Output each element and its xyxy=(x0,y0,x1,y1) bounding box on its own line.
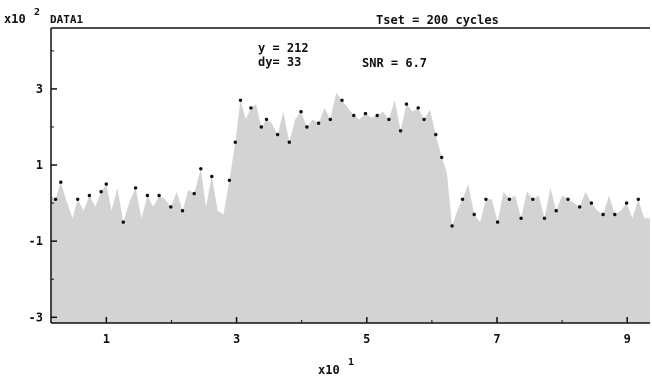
snr-readout: SNR = 6.7 xyxy=(362,56,427,70)
data-point xyxy=(422,117,426,122)
series-layer xyxy=(51,92,650,323)
data-point xyxy=(87,193,92,198)
x-tick-label: 3 xyxy=(233,332,240,346)
dy-readout: dy= 33 xyxy=(258,55,301,69)
x-multiplier-base: x10 xyxy=(318,363,340,377)
data-point xyxy=(416,106,420,110)
data-point xyxy=(554,209,558,213)
data-point xyxy=(566,197,570,201)
data-point xyxy=(299,110,303,114)
data-point xyxy=(99,190,103,194)
data-point xyxy=(328,117,332,122)
data-point xyxy=(589,201,594,205)
data-point xyxy=(484,197,488,201)
series-group xyxy=(51,92,650,323)
x-multiplier-exp: 1 xyxy=(348,357,354,368)
y-tick-label: -3 xyxy=(29,310,43,324)
data-point xyxy=(460,197,465,201)
data-point xyxy=(531,197,535,201)
data-point xyxy=(601,212,605,217)
x-tick-label: 9 xyxy=(624,332,631,346)
data-point xyxy=(450,224,454,228)
data-point xyxy=(133,186,138,190)
data-point xyxy=(624,201,629,205)
data-point xyxy=(287,140,291,144)
tset-label: Tset = 200 cycles xyxy=(376,13,499,27)
data-point xyxy=(507,197,512,201)
data-point xyxy=(398,129,403,133)
data-point xyxy=(145,193,150,198)
data-point xyxy=(121,220,126,224)
y-tick-label: -1 xyxy=(29,234,43,248)
data-series-label: DATA1 xyxy=(50,13,83,26)
data-point xyxy=(233,140,237,144)
data-point xyxy=(404,102,409,106)
y-multiplier-exp: 2 xyxy=(34,7,40,18)
data-point xyxy=(613,212,617,217)
data-point xyxy=(192,191,196,196)
data-point xyxy=(363,111,368,116)
data-point xyxy=(636,197,640,201)
y-tick-label: 1 xyxy=(36,158,43,172)
data-point xyxy=(275,132,280,137)
data-point xyxy=(264,117,269,122)
data-point xyxy=(104,182,109,186)
data-point xyxy=(375,113,379,118)
axes-layer: -3 -1 1 3 1 3 5 7 9 xyxy=(29,27,650,346)
data-point xyxy=(578,205,582,209)
data-point xyxy=(340,98,344,103)
data-point xyxy=(76,197,80,201)
data-point xyxy=(472,212,476,217)
data-point xyxy=(59,180,63,184)
data-point xyxy=(169,205,173,209)
x-tick-label: 7 xyxy=(493,332,500,346)
data-point xyxy=(180,209,185,213)
data-point xyxy=(210,174,214,179)
data-point xyxy=(387,117,391,122)
data-point xyxy=(305,125,309,129)
data-point xyxy=(53,197,58,201)
data-point xyxy=(542,216,547,220)
data-point xyxy=(249,106,253,110)
y-multiplier-base: x10 xyxy=(4,12,26,26)
data-point xyxy=(519,216,523,220)
data-point xyxy=(434,132,438,137)
series-area xyxy=(51,92,650,323)
x-tick-label: 1 xyxy=(103,332,110,346)
data-point xyxy=(352,113,356,118)
data-point xyxy=(227,178,232,182)
data-point xyxy=(440,155,444,160)
data-point xyxy=(157,193,161,198)
data-point xyxy=(316,121,321,125)
data-point xyxy=(259,125,263,129)
data-point xyxy=(495,220,500,224)
y-tick-label: 3 xyxy=(36,82,43,96)
x-tick-label: 5 xyxy=(363,332,370,346)
data-point xyxy=(199,167,203,171)
data-point xyxy=(238,98,243,103)
y-readout: y = 212 xyxy=(258,41,309,55)
